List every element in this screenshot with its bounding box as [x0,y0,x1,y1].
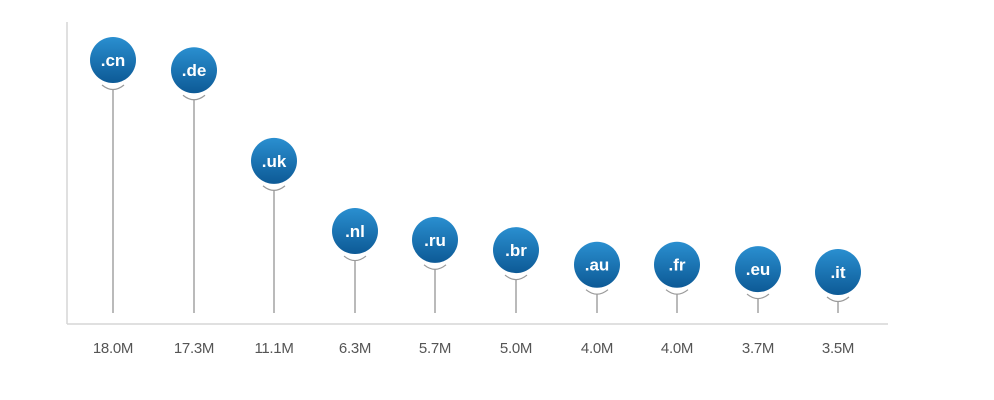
value-label: 3.7M [742,340,774,357]
lollipop-mark: .de 17.3M [171,47,217,357]
tld-label: .br [505,241,527,260]
value-label: 5.0M [500,340,532,357]
lollipop-mark: .uk 11.1M [251,137,297,357]
lollipop-mark: .ru 5.7M [412,216,458,357]
lollipop-bubble [412,216,458,263]
lollipop-bubble [332,208,378,255]
lollipop-bubble [574,241,620,288]
bubble-shadow-arc [585,289,609,295]
bubble-shadow-arc [343,255,367,262]
lollipop-bubble [815,249,861,295]
lollipop-mark: .br 5.0M [493,227,539,357]
lollipop-bubble [735,246,781,293]
bubble-shadow-arc [665,289,689,295]
value-label: 4.0M [661,340,693,357]
tld-label: .fr [669,256,686,275]
tld-label: .cn [101,51,126,70]
lollipop-bubble [654,241,700,288]
lollipop-mark: .au 4.0M [574,241,620,357]
lollipop-mark: .eu 3.7M [735,246,781,357]
tld-label: .nl [345,222,365,241]
bubble-shadow-arc [826,296,850,303]
lollipop-mark: .fr 4.0M [654,241,700,357]
bubble-shadow-arc [423,264,447,270]
tld-label: .eu [746,260,771,279]
tld-label: .uk [262,152,287,171]
lollipop-mark: .it 3.5M [815,249,861,357]
lollipop-mark: .cn 18.0M [90,37,136,357]
bubble-shadow-arc [262,185,286,191]
tld-label: .au [585,256,610,275]
lollipop-bubble [171,47,217,94]
bubble-shadow-arc [101,84,125,91]
bubble-shadow-arc [182,94,206,101]
value-label: 11.1M [254,340,293,357]
value-label: 18.0M [93,340,133,357]
lollipop-bubble [493,227,539,274]
value-label: 4.0M [581,340,613,357]
tld-label: .de [182,61,207,80]
value-label: 17.3M [174,340,214,357]
lollipop-bubble [90,37,136,83]
lollipop-mark: .nl 6.3M [332,208,378,357]
tld-label: .ru [424,231,446,250]
value-label: 3.5M [822,340,854,357]
tld-label: .it [830,263,845,282]
lollipop-bubble [251,137,297,184]
value-label: 6.3M [339,340,371,357]
bubble-shadow-arc [746,293,770,300]
bubble-shadow-arc [504,274,528,281]
value-label: 5.7M [419,340,451,357]
